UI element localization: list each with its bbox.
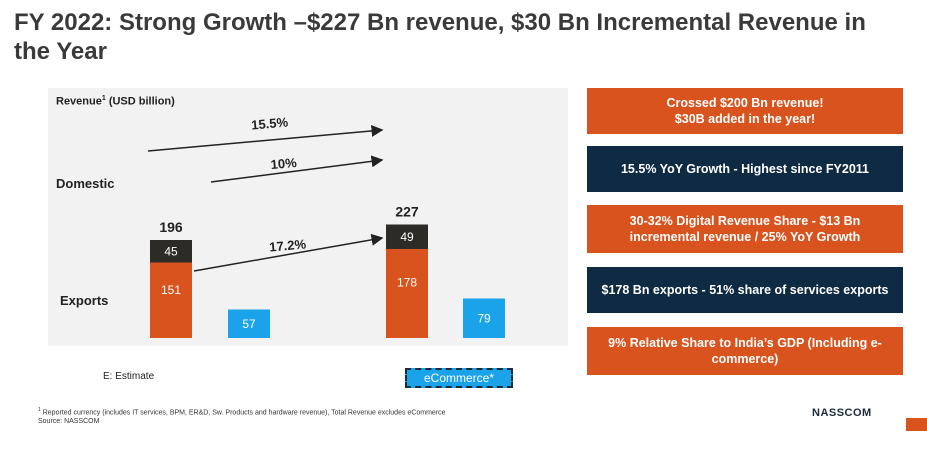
footnote-text: Reported currency (includes IT services,… [41, 409, 446, 416]
logo-mark [906, 418, 927, 431]
callout-box-4: $178 Bn exports - 51% share of services … [587, 267, 903, 313]
callout-box-2: 15.5% YoY Growth - Highest since FY2011 [587, 146, 903, 192]
estimate-note: E: Estimate [103, 371, 154, 382]
footnote-source: Source: NASSCOM [38, 417, 446, 426]
nasscom-logo: NASSCOM [812, 407, 872, 419]
label-exports-FY2022E: 178 [397, 275, 417, 289]
label-ecommerce-FY2021: 57 [242, 317, 256, 331]
footnote: 1 Reported currency (includes IT service… [38, 406, 446, 426]
bar-exports-FY2022E [386, 249, 428, 338]
growth-arrow-1 [148, 130, 382, 151]
label-total-FY2022E: 227 [395, 204, 419, 220]
growth-label-1: 15.5% [251, 114, 289, 132]
chart-panel: 1514519657FY20211784922779FY2022E15.5%10… [48, 88, 568, 346]
footnote-line-1: 1 Reported currency (includes IT service… [38, 406, 446, 417]
y-axis-label-unit: (USD billion) [106, 96, 175, 108]
callout-box-3: 30-32% Digital Revenue Share - $13 Bn in… [587, 205, 903, 253]
revenue-chart: 1514519657FY20211784922779FY2022E15.5%10… [48, 88, 568, 346]
page-title: FY 2022: Strong Growth –$227 Bn revenue,… [14, 8, 894, 66]
row-label-domestic: Domestic [56, 176, 115, 191]
label-ecommerce-FY2022E: 79 [477, 311, 491, 325]
label-domestic-FY2021: 45 [164, 244, 178, 258]
y-axis-label-main: Revenue [56, 96, 102, 108]
callout-box-5: 9% Relative Share to India’s GDP (Includ… [587, 327, 903, 375]
label-domestic-FY2022E: 49 [400, 230, 414, 244]
y-axis-label: Revenue1 (USD billion) [56, 95, 175, 108]
callout-box-1: Crossed $200 Bn revenue! $30B added in t… [587, 88, 903, 134]
label-exports-FY2021: 151 [161, 283, 181, 297]
bar-exports-FY2021 [150, 263, 192, 339]
row-label-exports: Exports [60, 293, 108, 308]
growth-label-2: 10% [270, 155, 298, 172]
ecommerce-legend: eCommerce* [405, 368, 513, 388]
label-total-FY2021: 196 [159, 219, 183, 235]
